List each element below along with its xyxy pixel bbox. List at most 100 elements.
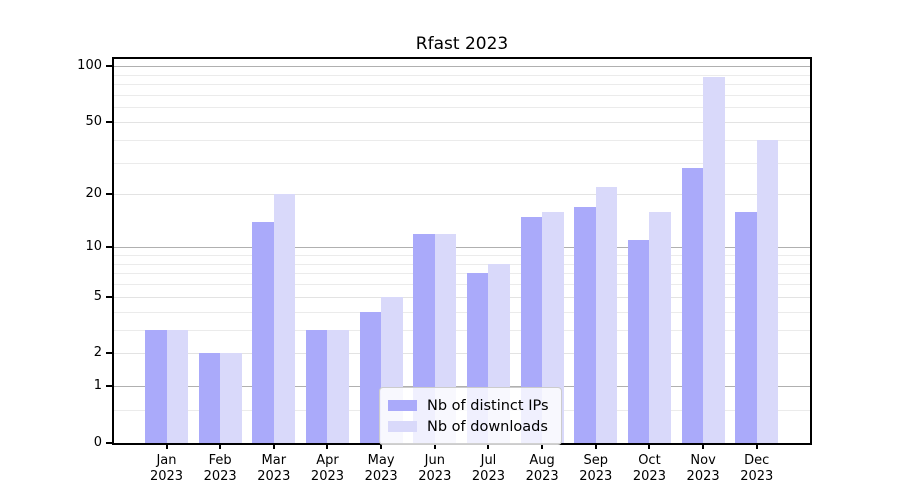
month-label: Jul — [480, 453, 497, 468]
year-label: 2023 — [686, 469, 720, 484]
month-label: Feb — [208, 453, 232, 468]
legend-swatch-distinct-ips — [388, 400, 417, 411]
year-label: 2023 — [364, 469, 398, 484]
x-axis-tick-mark-may — [380, 443, 383, 449]
x-axis-tick-label-oct: Oct 2023 — [614, 453, 684, 485]
gridline-y-40 — [114, 139, 810, 141]
gridline-y-90 — [114, 74, 810, 76]
month-label: Sep — [583, 453, 609, 468]
x-axis-tick-label-feb: Feb 2023 — [185, 453, 255, 485]
y-axis-tick-label-0: 0 — [93, 435, 102, 450]
year-label: 2023 — [310, 469, 345, 484]
x-axis-tick-label-jan: Jan 2023 — [132, 453, 202, 485]
legend-label: Nb of distinct IPs — [427, 397, 549, 414]
gridline-y-1 — [114, 386, 810, 388]
gridline-y-9 — [114, 255, 810, 256]
bar-distinct-ips-may-2023 — [359, 311, 382, 443]
x-axis-tick-label-aug: Aug 2023 — [507, 453, 577, 485]
x-axis-tick-mark-apr — [326, 443, 329, 449]
x-axis-tick-mark-oct — [648, 443, 651, 449]
x-axis-tick-label-may: May 2023 — [346, 453, 416, 485]
x-axis-tick-label-jul: Jul 2023 — [453, 453, 523, 485]
bar-distinct-ips-jan-2023 — [145, 329, 167, 443]
gridline-y-60 — [114, 107, 810, 109]
x-axis-tick-mark-jul — [487, 443, 490, 449]
month-label: Jun — [424, 453, 445, 468]
legend-item-distinct-ips: Nb of distinct IPs — [388, 395, 549, 416]
gridline-y-80 — [114, 84, 810, 86]
x-axis-tick-label-dec: Dec 2023 — [722, 453, 792, 485]
y-axis-tick-mark-1 — [106, 385, 112, 388]
year-label: 2023 — [149, 469, 184, 484]
x-axis-tick-label-nov: Nov 2023 — [668, 453, 738, 485]
y-axis-tick-mark-50 — [106, 120, 112, 123]
gridline-y-4 — [114, 311, 810, 313]
bar-downloads-aug-2023 — [542, 211, 564, 443]
legend-swatch-downloads — [388, 421, 417, 432]
bar-distinct-ips-mar-2023 — [252, 221, 274, 443]
x-axis-tick-mark-sep — [594, 443, 597, 449]
year-label: 2023 — [418, 469, 452, 484]
x-axis-tick-label-jun: Jun 2023 — [400, 453, 470, 485]
x-axis-tick-mark-jan — [165, 443, 168, 449]
y-axis-tick-mark-5 — [106, 295, 112, 298]
gridline-y-2 — [114, 353, 810, 355]
y-axis-tick-label-1: 1 — [93, 378, 102, 394]
month-label: Nov — [690, 453, 716, 468]
bar-distinct-ips-dec-2023 — [735, 211, 757, 443]
month-label: Jan — [156, 453, 177, 468]
chart-title: Rfast 2023 — [415, 34, 509, 54]
y-axis-tick-label-5: 5 — [93, 288, 102, 304]
y-axis-tick-mark-2 — [106, 352, 112, 355]
bar-downloads-mar-2023 — [273, 194, 296, 443]
x-axis-tick-mark-dec — [755, 443, 758, 449]
month-label: Aug — [529, 453, 555, 468]
gridline-y-7 — [114, 273, 810, 275]
x-axis-tick-mark-jun — [433, 443, 436, 449]
year-label: 2023 — [525, 469, 559, 484]
gridline-y-50 — [114, 121, 810, 123]
y-axis-tick-label-50: 50 — [85, 113, 102, 129]
bar-distinct-ips-oct-2023 — [627, 240, 650, 443]
bar-downloads-jan-2023 — [166, 329, 188, 443]
x-axis-tick-mark-mar — [272, 443, 275, 449]
year-label: 2023 — [257, 469, 291, 484]
y-axis-tick-mark-100 — [106, 65, 112, 68]
gridline-y-20 — [114, 194, 810, 196]
gridline-y-30 — [114, 162, 810, 164]
year-label: 2023 — [471, 469, 505, 484]
gridline-y-8 — [114, 263, 810, 265]
month-label: Dec — [744, 453, 770, 468]
y-axis-tick-label-100: 100 — [77, 58, 102, 74]
y-axis-tick-label-10: 10 — [85, 239, 102, 255]
bar-downloads-nov-2023 — [703, 77, 725, 443]
bar-downloads-dec-2023 — [756, 139, 779, 443]
bar-distinct-ips-apr-2023 — [305, 329, 328, 443]
month-label: Oct — [638, 453, 661, 468]
y-axis-tick-label-20: 20 — [85, 186, 102, 202]
gridline-y-10 — [114, 247, 810, 249]
legend: Nb of distinct IPs Nb of downloads — [379, 387, 562, 445]
x-axis-tick-label-apr: Apr 2023 — [292, 453, 362, 485]
x-axis-tick-mark-aug — [541, 443, 544, 449]
bar-distinct-ips-sep-2023 — [574, 207, 596, 443]
gridline-y-5 — [114, 296, 810, 298]
year-label: 2023 — [740, 469, 774, 484]
bar-downloads-apr-2023 — [327, 329, 349, 443]
x-axis-tick-label-mar: Mar 2023 — [239, 453, 309, 485]
legend-item-downloads: Nb of downloads — [388, 416, 549, 437]
y-axis-tick-mark-20 — [106, 193, 112, 196]
bar-downloads-sep-2023 — [595, 187, 618, 443]
year-label: 2023 — [203, 469, 237, 484]
gridline-y-70 — [114, 94, 810, 96]
x-axis-tick-mark-nov — [702, 443, 705, 449]
legend-label: Nb of downloads — [427, 418, 548, 435]
month-label: Mar — [261, 453, 287, 468]
year-label: 2023 — [632, 469, 666, 484]
bar-downloads-oct-2023 — [649, 211, 671, 443]
y-axis-tick-mark-0 — [106, 442, 112, 444]
bar-downloads-feb-2023 — [220, 353, 242, 443]
y-axis-tick-mark-10 — [106, 246, 112, 249]
x-axis-tick-mark-feb — [219, 443, 222, 449]
